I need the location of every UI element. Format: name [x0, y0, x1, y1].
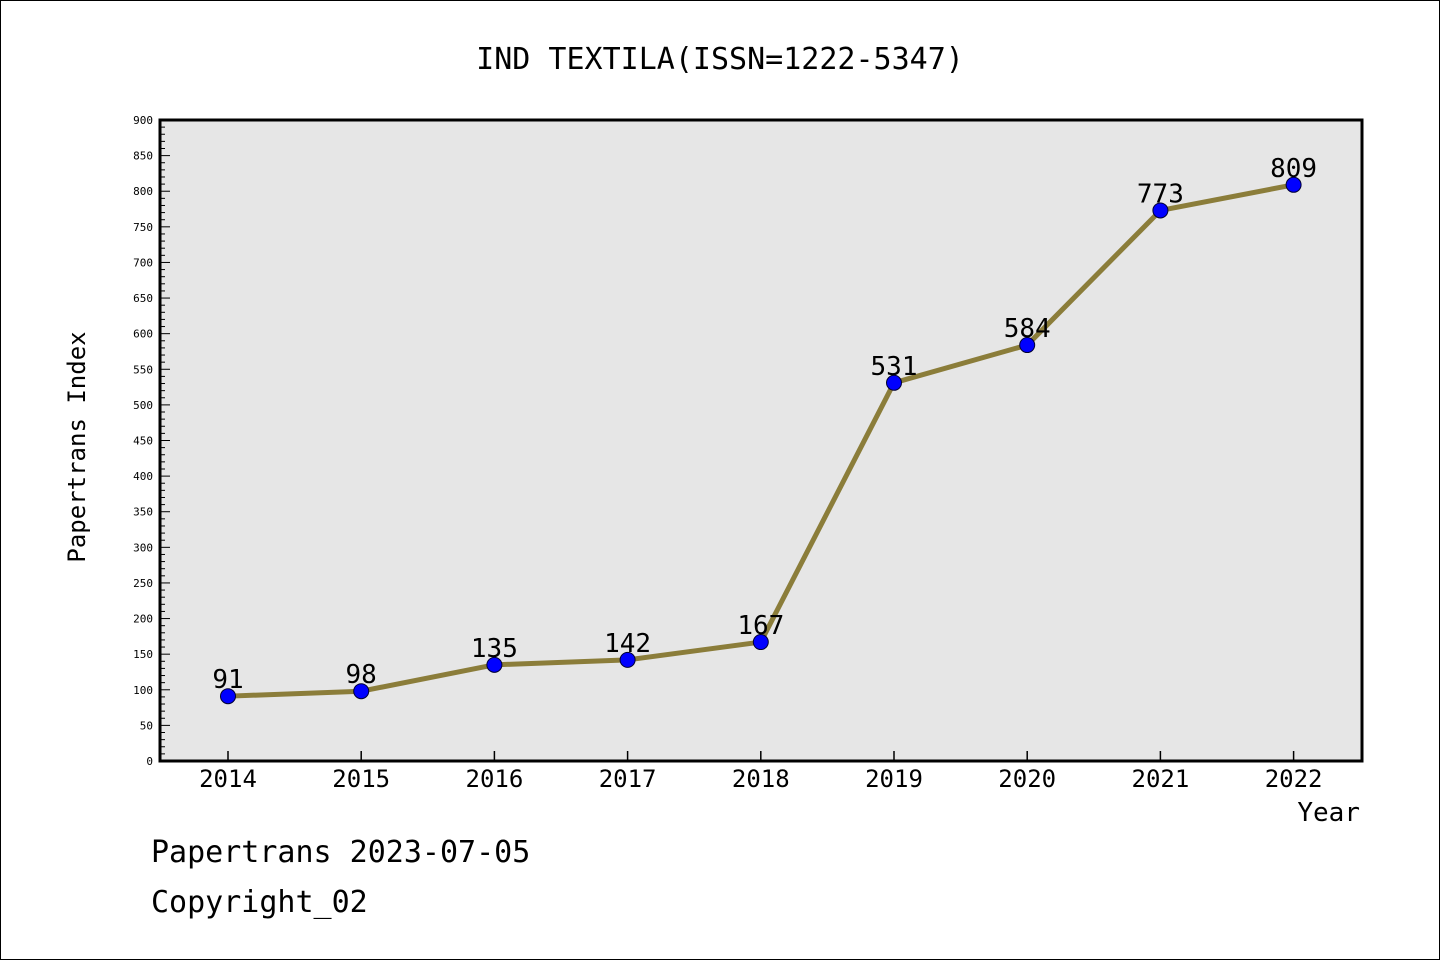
data-label: 98	[346, 660, 377, 690]
y-tick-label: 200	[133, 613, 153, 626]
x-tick-label: 2019	[865, 765, 923, 793]
y-tick-label: 650	[133, 292, 153, 305]
y-tick-label: 150	[133, 648, 153, 661]
x-axis-title: Year	[1297, 798, 1360, 828]
y-axis-title: Papertrans Index	[63, 331, 91, 562]
y-tick-label: 300	[133, 541, 153, 554]
data-label: 584	[1004, 314, 1051, 344]
y-tick-label: 850	[133, 150, 153, 163]
y-tick-label: 400	[133, 470, 153, 483]
y-tick-label: 100	[133, 684, 153, 697]
y-tick-label: 750	[133, 221, 153, 234]
x-tick-label: 2022	[1265, 765, 1323, 793]
data-point	[220, 688, 236, 705]
data-label: 167	[737, 611, 784, 641]
y-tick-label: 550	[133, 363, 153, 376]
data-label: 91	[212, 665, 243, 695]
y-tick-label: 700	[133, 256, 153, 269]
data-point	[353, 683, 370, 700]
chart-title: IND TEXTILA(ISSN=1222-5347)	[476, 42, 964, 77]
footer-date-text: Papertrans 2023-07-05	[151, 835, 531, 870]
y-axis: 0 50 100 150 200 250 300 350 400 450 500 550 600 650 7…	[133, 114, 170, 768]
y-tick-label: 600	[133, 328, 153, 341]
x-tick-label: 2014	[199, 765, 257, 793]
y-tick-label: 50	[140, 719, 153, 732]
data-label-layer: 91 98 135 142 167 531 584 773 809	[212, 154, 1317, 695]
y-tick-label: 800	[133, 185, 153, 198]
footer-copyright-text: Copyright_02	[151, 885, 368, 920]
data-label: 135	[471, 634, 518, 664]
data-label: 142	[604, 629, 651, 659]
data-point	[1285, 176, 1302, 193]
x-tick-label: 2017	[599, 765, 657, 793]
y-tick-label: 250	[133, 577, 153, 590]
x-tick-label: 2015	[332, 765, 390, 793]
data-point	[1019, 337, 1036, 354]
series-layer	[220, 176, 1302, 705]
x-axis: 2014 2015 2016 2017 2018 2019 2020 2021 2022	[199, 751, 1322, 793]
y-tick-label: 450	[133, 435, 153, 448]
data-point	[886, 374, 902, 391]
data-label: 531	[871, 352, 918, 382]
x-tick-label: 2020	[998, 765, 1056, 793]
y-tick-label: 900	[133, 114, 153, 127]
plot-area	[158, 118, 1364, 763]
y-tick-label: 500	[133, 399, 153, 412]
y-tick-label: 0	[146, 755, 153, 768]
x-tick-label: 2018	[732, 765, 790, 793]
data-label: 773	[1137, 179, 1184, 209]
x-tick-label: 2016	[466, 765, 524, 793]
y-tick-label: 350	[133, 506, 153, 519]
x-tick-label: 2021	[1132, 765, 1190, 793]
data-point	[619, 651, 636, 668]
data-point	[1152, 202, 1169, 219]
data-label: 809	[1270, 154, 1317, 184]
data-point	[752, 634, 769, 651]
data-point	[486, 656, 503, 673]
